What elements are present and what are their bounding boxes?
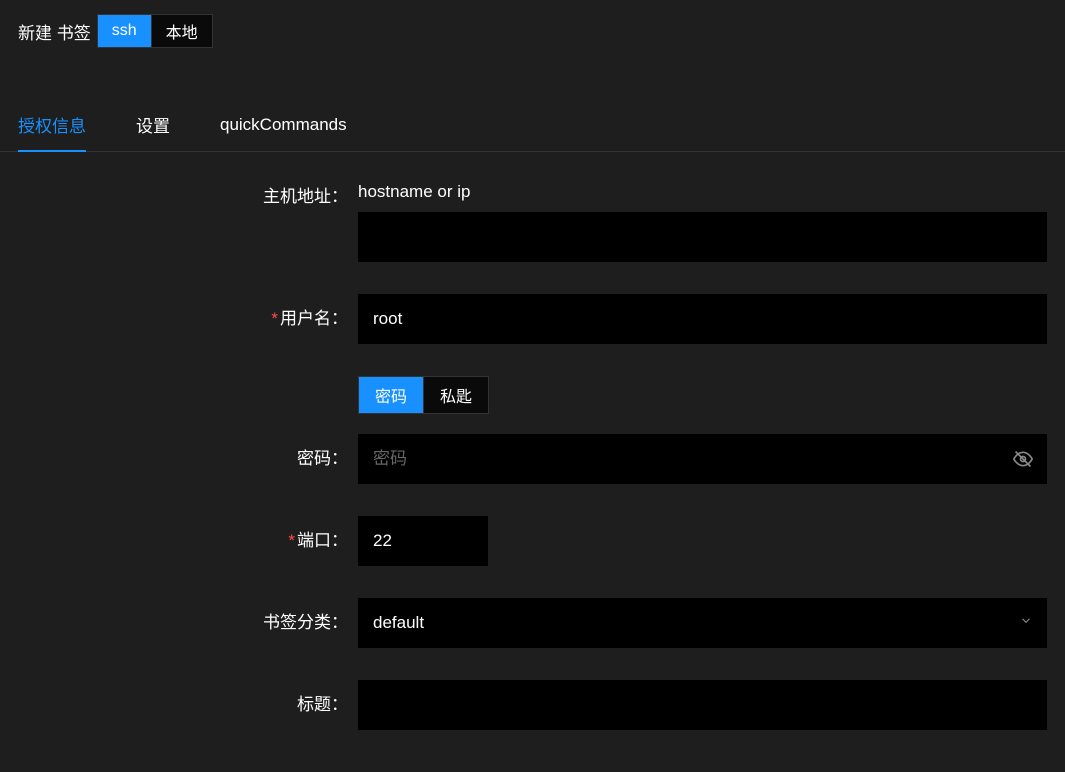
category-value: default: [373, 613, 424, 633]
port-input-col: [358, 516, 1047, 566]
form-row-title: 标题：: [18, 680, 1047, 730]
username-label: *用户名：: [18, 294, 358, 329]
form-row-auth-type: 密码 私匙: [18, 376, 1047, 414]
connection-type-ssh[interactable]: ssh: [98, 15, 152, 47]
connection-type-group: ssh 本地: [97, 14, 213, 48]
new-bookmark-label: 新建 书签: [18, 19, 91, 44]
auth-type-private-key[interactable]: 私匙: [424, 377, 488, 413]
auth-type-password[interactable]: 密码: [359, 377, 424, 413]
username-input-col: [358, 294, 1047, 344]
password-label-text: 密码：: [297, 449, 348, 468]
required-marker: *: [288, 531, 295, 550]
host-label-text: 主机地址：: [263, 187, 348, 206]
form-row-password: 密码：: [18, 434, 1047, 484]
category-label-text: 书签分类：: [263, 613, 348, 632]
form-row-category: 书签分类： default: [18, 598, 1047, 648]
host-label: 主机地址：: [18, 182, 358, 207]
connection-type-local[interactable]: 本地: [152, 15, 212, 47]
port-input[interactable]: [358, 516, 488, 566]
form-row-username: *用户名：: [18, 294, 1047, 344]
tab-auth-info[interactable]: 授权信息: [18, 102, 86, 151]
category-select-display: default: [358, 598, 1047, 648]
port-label: *端口：: [18, 516, 358, 551]
category-select[interactable]: default: [358, 598, 1047, 648]
username-input[interactable]: [358, 294, 1047, 344]
title-label: 标题：: [18, 680, 358, 715]
form-area: 主机地址： hostname or ip *用户名： 密码 私匙 密码：: [0, 152, 1065, 730]
port-label-text: 端口：: [297, 531, 348, 550]
username-label-text: 用户名：: [280, 309, 348, 328]
password-input[interactable]: [358, 434, 1047, 484]
eye-off-icon[interactable]: [1013, 449, 1033, 469]
title-input-col: [358, 680, 1047, 730]
password-wrapper: [358, 434, 1047, 484]
title-label-text: 标题：: [297, 695, 348, 714]
category-input-col: default: [358, 598, 1047, 648]
auth-type-group: 密码 私匙: [358, 376, 489, 414]
host-input[interactable]: [358, 212, 1047, 262]
chevron-down-icon: [1019, 614, 1033, 633]
form-row-port: *端口：: [18, 516, 1047, 566]
password-label: 密码：: [18, 434, 358, 469]
category-label: 书签分类：: [18, 598, 358, 633]
host-input-col: hostname or ip: [358, 182, 1047, 262]
password-input-col: [358, 434, 1047, 484]
tab-quick-commands[interactable]: quickCommands: [220, 105, 347, 149]
auth-type-label-spacer: [18, 376, 358, 386]
tabs-row: 授权信息 设置 quickCommands: [0, 102, 1065, 152]
required-marker: *: [271, 309, 278, 328]
auth-type-col: 密码 私匙: [358, 376, 1047, 414]
header-row: 新建 书签 ssh 本地: [0, 0, 1065, 62]
tab-settings[interactable]: 设置: [136, 102, 170, 151]
title-input[interactable]: [358, 680, 1047, 730]
form-row-host: 主机地址： hostname or ip: [18, 182, 1047, 262]
host-placeholder-text: hostname or ip: [358, 182, 1047, 202]
